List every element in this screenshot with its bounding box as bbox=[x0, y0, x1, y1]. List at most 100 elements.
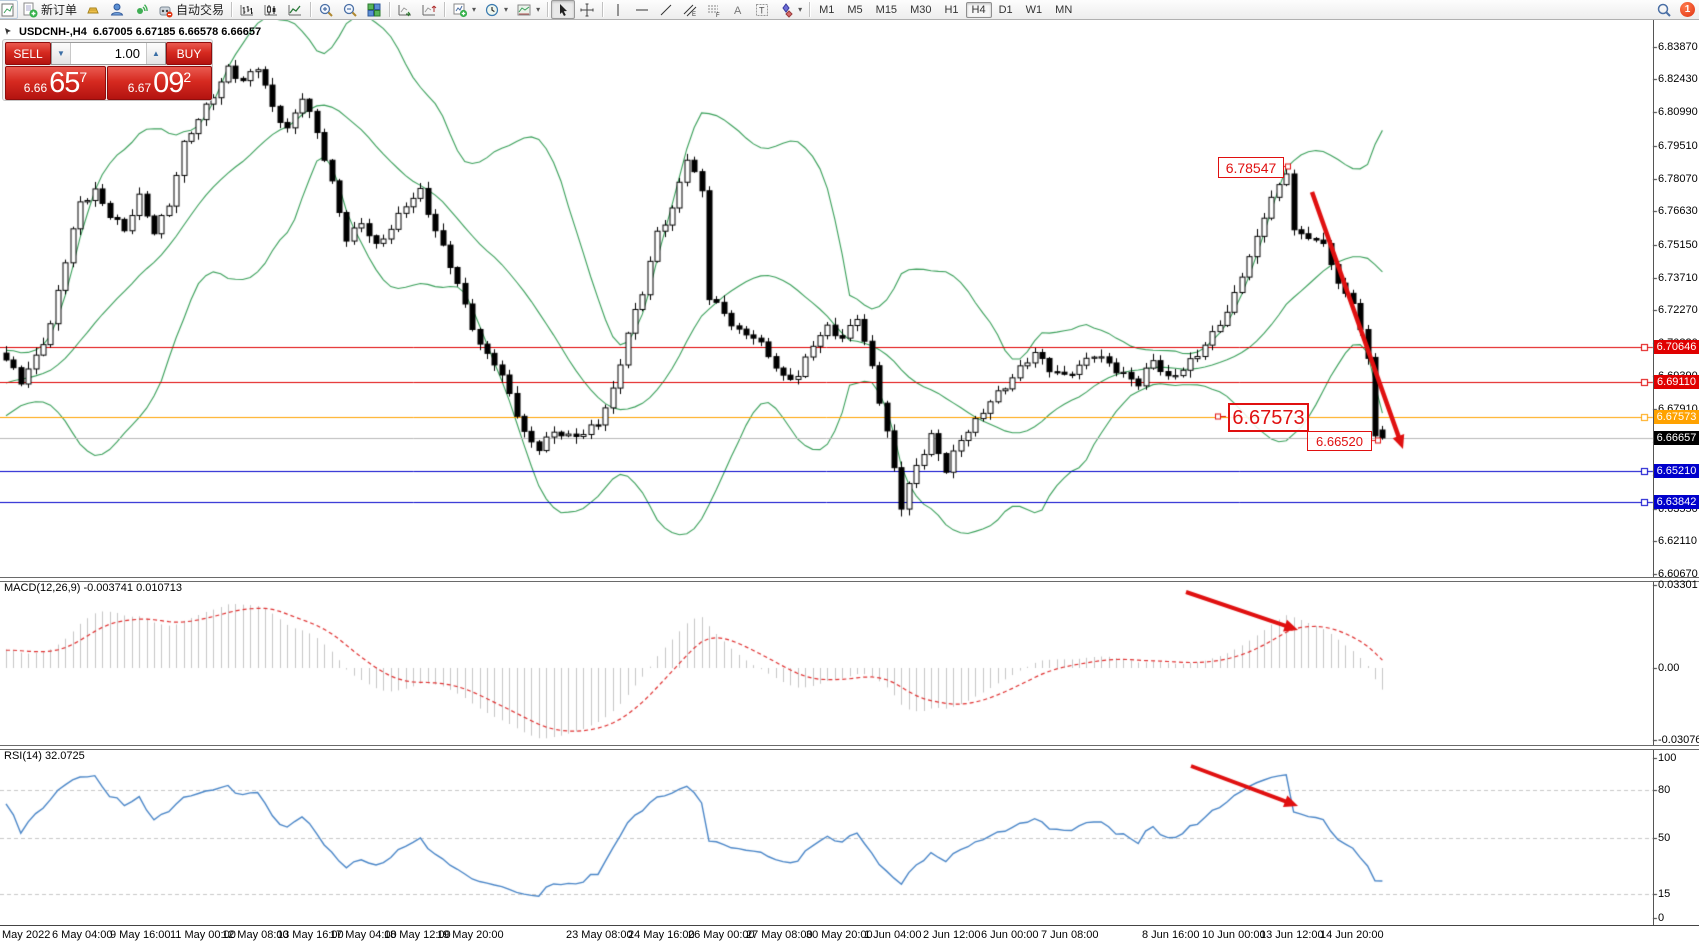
vertical-line-button[interactable] bbox=[606, 0, 630, 19]
price-axis-label: 6.83870 bbox=[1658, 40, 1698, 53]
bar-chart-button[interactable] bbox=[235, 0, 259, 19]
toolbar-separator bbox=[809, 2, 811, 17]
chart-window-icon bbox=[1, 3, 14, 16]
zoom-in-icon bbox=[319, 3, 333, 17]
buy-price-display[interactable]: 6.67 09 2 bbox=[107, 66, 212, 100]
timeframe-button-m15[interactable]: M15 bbox=[875, 3, 898, 16]
rsi-axis-label: 50 bbox=[1658, 832, 1671, 844]
toolbar-separator bbox=[310, 2, 312, 17]
horizontal-line-button[interactable] bbox=[630, 0, 654, 19]
price-annotation-label[interactable]: 6.66520 bbox=[1307, 431, 1372, 451]
deposit-button[interactable] bbox=[81, 0, 105, 19]
text-label-icon: T bbox=[756, 3, 769, 16]
shapes-icon bbox=[782, 2, 793, 18]
buy-price-big: 09 bbox=[153, 66, 184, 99]
buy-price-pip: 2 bbox=[183, 69, 192, 85]
svg-text:A: A bbox=[734, 5, 742, 17]
level-price-badge[interactable]: 6.70646 bbox=[1654, 340, 1699, 355]
sell-price-display[interactable]: 6.66 65 7 bbox=[5, 66, 106, 100]
periods-button[interactable]: ▾ bbox=[480, 0, 512, 19]
chart-shift-button[interactable] bbox=[417, 0, 441, 19]
text-label-button[interactable]: T bbox=[750, 0, 774, 19]
pane-separator[interactable] bbox=[0, 745, 1699, 750]
notification-badge[interactable]: 1 bbox=[1680, 2, 1695, 17]
time-axis-label: 23 May 08:00 bbox=[566, 929, 633, 941]
timeframe-button-mn[interactable]: MN bbox=[1055, 3, 1073, 16]
fibonacci-button[interactable]: F bbox=[702, 0, 726, 19]
text-icon: A bbox=[734, 5, 742, 17]
svg-text:T: T bbox=[759, 5, 765, 15]
time-axis-label: May 2022 bbox=[2, 929, 51, 941]
clock-icon bbox=[485, 3, 499, 16]
toolbar-separator bbox=[231, 2, 233, 17]
text-button[interactable]: A bbox=[726, 0, 750, 19]
buy-button-label: BUY bbox=[176, 46, 202, 61]
volume-increase-button[interactable]: ▲ bbox=[146, 43, 165, 64]
price-axis-label: 6.75150 bbox=[1658, 238, 1698, 251]
sell-button[interactable]: SELL bbox=[5, 42, 51, 65]
price-annotation-label[interactable]: 6.67573 bbox=[1228, 403, 1309, 432]
notification-count: 1 bbox=[1684, 4, 1691, 15]
volume-value[interactable]: 1.00 bbox=[114, 46, 140, 61]
trendline-button[interactable] bbox=[654, 0, 678, 19]
tile-windows-button[interactable] bbox=[362, 0, 386, 19]
price-axis-label: 6.79510 bbox=[1658, 139, 1698, 152]
time-axis-label: 7 Jun 08:00 bbox=[1041, 929, 1099, 941]
time-axis[interactable]: May 2022 6 May 04:00 9 May 16:00 11 May 00:… bbox=[0, 925, 1699, 941]
level-price-badge[interactable]: 6.63842 bbox=[1654, 494, 1699, 509]
time-axis-label: 19 May 20:00 bbox=[437, 929, 504, 941]
timeframe-button-h4[interactable]: H4 bbox=[965, 1, 992, 18]
line-chart-button[interactable] bbox=[283, 0, 307, 19]
price-axis-label: 6.60670 bbox=[1658, 567, 1698, 580]
timeframe-button-h1[interactable]: H1 bbox=[944, 3, 959, 16]
price-axis-label: 6.72270 bbox=[1658, 304, 1698, 317]
svg-text:E: E bbox=[692, 12, 696, 18]
timeframe-button-d1[interactable]: D1 bbox=[998, 3, 1013, 16]
shapes-button[interactable]: ▾ bbox=[774, 0, 806, 19]
crosshair-button[interactable] bbox=[575, 0, 599, 19]
buy-price-prefix: 6.67 bbox=[127, 81, 152, 95]
zoom-out-button[interactable] bbox=[338, 0, 362, 19]
add-indicator-button[interactable]: ▾ bbox=[448, 0, 480, 19]
time-axis-label: 18 May 12:00 bbox=[384, 929, 451, 941]
level-price-badge[interactable]: 6.65210 bbox=[1654, 463, 1699, 478]
time-axis-label: 6 May 04:00 bbox=[52, 929, 113, 941]
volume-decrease-button[interactable]: ▼ bbox=[52, 43, 71, 64]
cursor-button[interactable] bbox=[551, 0, 576, 19]
zoom-in-button[interactable] bbox=[314, 0, 338, 19]
chart-window-button[interactable] bbox=[0, 0, 18, 19]
new-order-label: 新订单 bbox=[41, 3, 78, 17]
add-indicator-icon bbox=[453, 3, 468, 17]
dropdown-caret-icon: ▾ bbox=[536, 5, 541, 14]
price-annotation-label[interactable]: 6.78547 bbox=[1218, 157, 1284, 178]
search-icon bbox=[1657, 3, 1671, 17]
signals-button[interactable] bbox=[129, 0, 153, 19]
new-order-button[interactable]: 新订单 bbox=[18, 0, 81, 19]
level-price-badge[interactable]: 6.67573 bbox=[1654, 410, 1699, 425]
time-axis-label: 9 May 16:00 bbox=[110, 929, 171, 941]
dropdown-caret-icon: ▾ bbox=[472, 5, 477, 14]
channel-button[interactable]: E bbox=[678, 0, 702, 19]
level-price-badge[interactable]: 6.69110 bbox=[1654, 375, 1699, 390]
chart-title: USDCNH-,H4 6.67005 6.67185 6.66578 6.666… bbox=[5, 26, 261, 38]
macd-axis-label: 0.03301 bbox=[1658, 579, 1698, 591]
community-button[interactable] bbox=[105, 0, 129, 19]
timeframe-button-m30[interactable]: M30 bbox=[910, 3, 932, 16]
search-button[interactable] bbox=[1652, 0, 1676, 19]
price-axis-label: 6.73710 bbox=[1658, 271, 1698, 284]
new-order-icon bbox=[23, 2, 38, 17]
timeframe-button-m1[interactable]: M1 bbox=[819, 3, 835, 16]
time-axis-label: 26 May 00:00 bbox=[688, 929, 755, 941]
timeframe-button-m5[interactable]: M5 bbox=[847, 3, 863, 16]
horizontal-line-icon bbox=[636, 9, 649, 10]
autoscroll-button[interactable] bbox=[393, 0, 417, 19]
pane-separator[interactable] bbox=[0, 577, 1699, 582]
buy-button[interactable]: BUY bbox=[166, 42, 212, 65]
timeframe-button-w1[interactable]: W1 bbox=[1025, 3, 1043, 16]
crosshair-icon bbox=[580, 3, 594, 16]
candlestick-chart-button[interactable] bbox=[259, 0, 283, 19]
autotrade-label: 自动交易 bbox=[176, 3, 225, 17]
autotrade-button[interactable]: 自动交易 bbox=[153, 0, 228, 19]
templates-button[interactable]: ▾ bbox=[512, 0, 544, 19]
